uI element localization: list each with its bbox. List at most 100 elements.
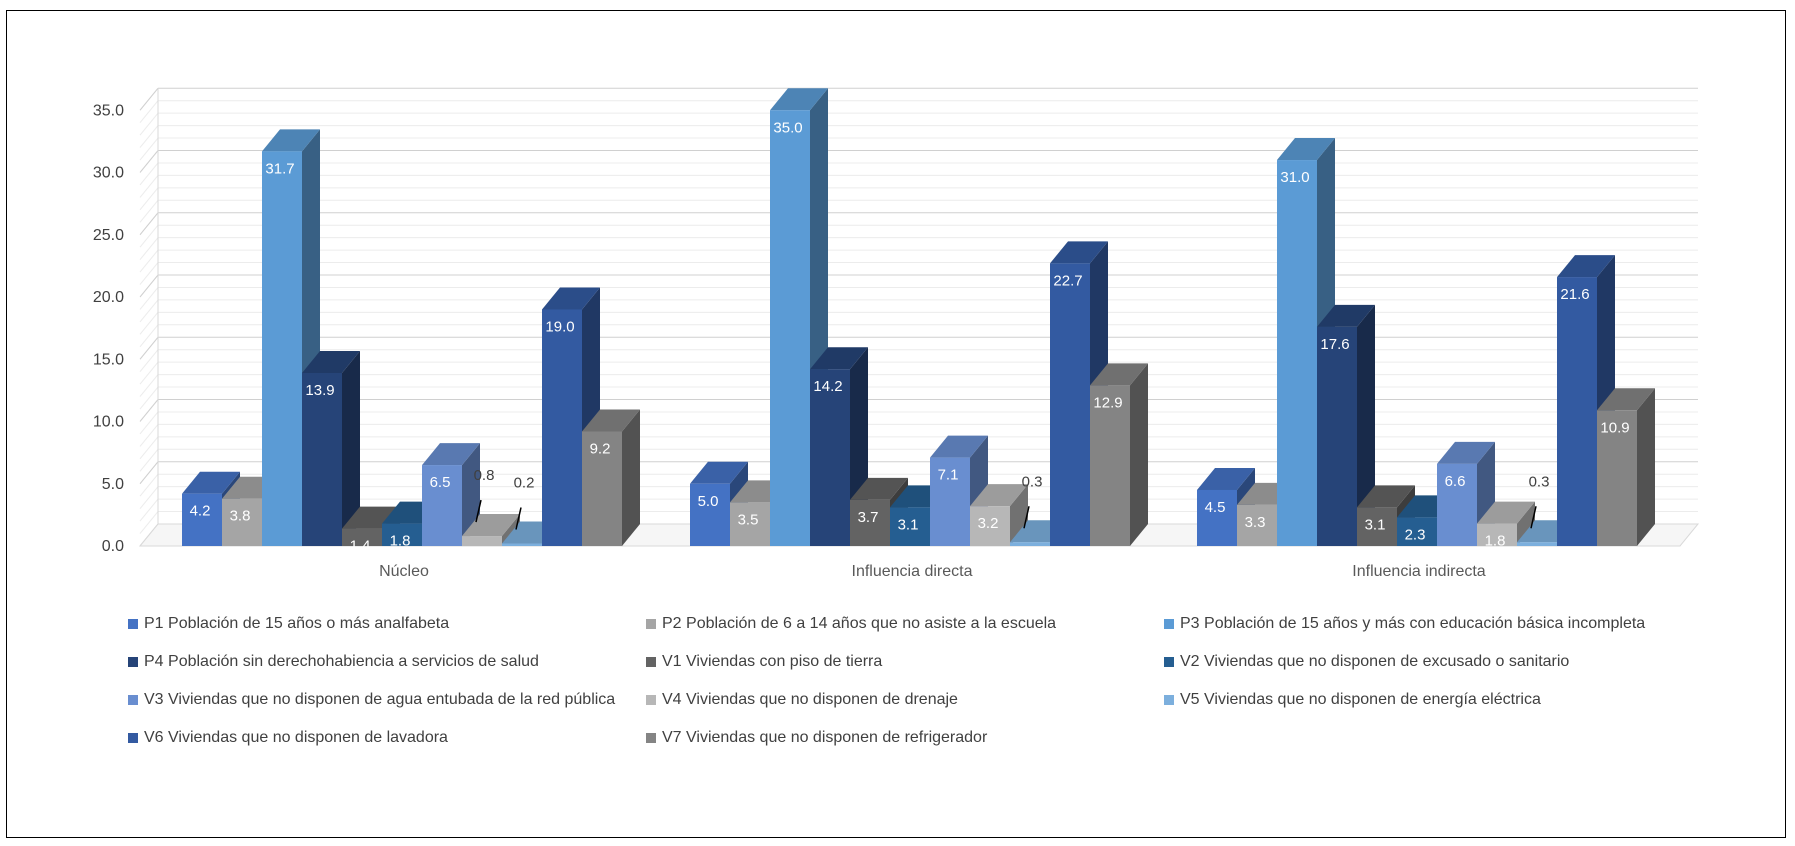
data-label: 14.2 — [813, 378, 842, 395]
data-label: 1.8 — [1485, 533, 1506, 550]
legend-item: P4 Población sin derechohabiencia a serv… — [128, 650, 646, 674]
gridline-side — [139, 473, 159, 497]
gridline-side — [139, 112, 159, 136]
gridline-side — [139, 324, 159, 348]
gridline-side — [139, 125, 159, 148]
data-label: 3.2 — [978, 515, 999, 532]
data-label: 35.0 — [773, 119, 802, 136]
data-label: 10.9 — [1600, 419, 1629, 436]
y-tick-label: 5.0 — [102, 476, 124, 493]
gridline-side — [139, 511, 159, 534]
data-label: 3.1 — [898, 516, 919, 533]
legend: P1 Población de 15 años o más analfabeta… — [128, 612, 1768, 750]
y-tick-label: 35.0 — [93, 102, 124, 119]
data-label: 31.7 — [265, 160, 294, 177]
y-tick-label: 25.0 — [93, 227, 124, 244]
gridline-side — [139, 411, 159, 435]
gridline-side — [139, 287, 159, 310]
legend-swatch — [646, 619, 656, 629]
data-label: 4.5 — [1205, 499, 1226, 516]
y-tick-label: 0.0 — [102, 538, 124, 555]
data-label: 3.1 — [1365, 516, 1386, 533]
gridline-side — [139, 312, 159, 335]
x-axis: Núcleo Influencia directa Influencia indir… — [379, 563, 1486, 580]
gridline-side — [139, 224, 159, 248]
data-label: 1.8 — [390, 533, 411, 550]
legend-swatch — [1164, 657, 1174, 667]
data-label: 1.4 — [350, 538, 371, 555]
legend-label: V1 Viviendas con piso de tierra — [662, 653, 883, 670]
data-label: 3.8 — [230, 508, 251, 525]
legend-item: V4 Viviendas que no disponen de drenaje — [646, 688, 1164, 712]
data-label: 21.6 — [1560, 286, 1589, 303]
bar — [582, 409, 640, 546]
y-axis: 0.0 5.0 10.0 15.0 20.0 25.0 30.0 35.0 — [93, 102, 124, 555]
data-label: 3.3 — [1245, 514, 1266, 531]
legend-label: V3 Viviendas que no disponen de agua ent… — [144, 691, 616, 708]
data-label: 5.0 — [698, 493, 719, 510]
data-label: 13.9 — [305, 382, 334, 399]
category-label: Influencia directa — [852, 563, 973, 580]
data-label: 0.2 — [514, 475, 535, 492]
gridline-side — [139, 137, 159, 161]
gridline-side — [139, 349, 159, 373]
gridline-side — [139, 237, 159, 260]
gridline-side — [139, 486, 159, 509]
legend-label: V2 Viviendas que no disponen de excusado… — [1180, 653, 1570, 670]
y-tick-label: 10.0 — [93, 414, 124, 431]
bar — [1090, 363, 1148, 546]
legend-item: P2 Población de 6 a 14 años que no asist… — [646, 612, 1164, 636]
gridline-side — [139, 249, 159, 273]
legend-swatch — [128, 619, 138, 629]
bar — [970, 484, 1028, 546]
legend-item: P1 Población de 15 años o más analfabeta — [128, 612, 646, 636]
gridline-side — [139, 162, 159, 186]
gridline-side — [139, 361, 159, 385]
gridline-side — [139, 87, 159, 111]
gridline-side — [139, 262, 159, 285]
gridline-side — [139, 212, 159, 236]
gridline-side — [139, 199, 159, 223]
gridline-side — [139, 100, 159, 124]
data-label: 22.7 — [1053, 272, 1082, 289]
gridline-side — [139, 436, 159, 460]
gridline-side — [139, 150, 159, 173]
legend-item: V5 Viviendas que no disponen de energía … — [1164, 688, 1724, 712]
data-label: 9.2 — [590, 440, 611, 457]
leader-line — [1530, 506, 1537, 529]
gridline-side — [139, 175, 159, 198]
legend-item: V7 Viviendas que no disponen de refriger… — [646, 726, 1164, 750]
legend-swatch — [1164, 619, 1174, 629]
legend-item: P3 Población de 15 años y más con educac… — [1164, 612, 1724, 636]
data-label: 6.5 — [430, 474, 451, 491]
data-label: 0.3 — [1529, 473, 1550, 490]
data-label: 4.2 — [190, 503, 211, 520]
bar — [1317, 304, 1375, 546]
bar — [1597, 388, 1655, 546]
leader-line — [1023, 506, 1030, 529]
bars — [182, 88, 1655, 547]
data-label: 7.1 — [938, 467, 959, 484]
data-label: 0.3 — [1022, 473, 1043, 490]
y-tick-label: 20.0 — [93, 289, 124, 306]
legend-label: P4 Población sin derechohabiencia a serv… — [144, 653, 539, 670]
legend-label: P3 Población de 15 años y más con educac… — [1180, 615, 1646, 632]
gridline-side — [139, 187, 159, 211]
gridline-side — [139, 274, 159, 298]
legend-swatch — [646, 695, 656, 705]
legend-label: V7 Viviendas que no disponen de refriger… — [662, 729, 988, 746]
gridline-side — [139, 336, 159, 360]
legend-swatch — [128, 657, 138, 667]
legend-label: P1 Población de 15 años o más analfabeta — [144, 615, 450, 632]
gridline-side — [139, 498, 159, 522]
data-label: 0.8 — [474, 467, 495, 484]
legend-item: V6 Viviendas que no disponen de lavadora — [128, 726, 646, 750]
legend-item: V1 Viviendas con piso de tierra — [646, 650, 1164, 674]
bar — [1477, 501, 1535, 546]
data-label: 6.6 — [1445, 473, 1466, 490]
data-label: 31.0 — [1280, 169, 1309, 186]
legend-label: V5 Viviendas que no disponen de energía … — [1180, 691, 1541, 708]
gridline-side — [139, 424, 159, 447]
gridline-side — [139, 299, 159, 323]
